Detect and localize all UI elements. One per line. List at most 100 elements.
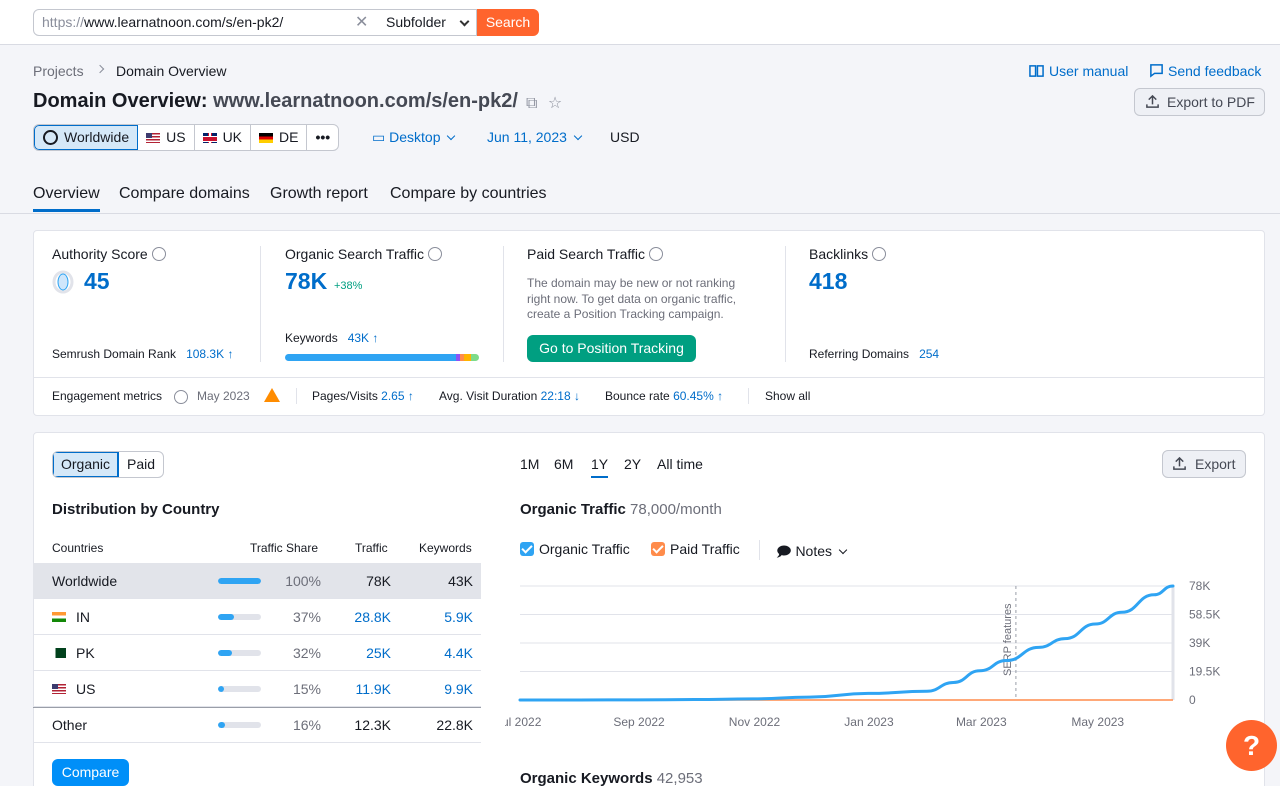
divider (296, 388, 297, 404)
close-icon[interactable]: ✕ (355, 14, 369, 31)
tab-compare-by-countries[interactable]: Compare by countries (390, 185, 547, 202)
traffic-cell[interactable]: 28.8K (354, 609, 391, 625)
upload-icon (1146, 94, 1159, 108)
device-dropdown[interactable]: ▭ Desktop (372, 129, 456, 146)
table-row[interactable]: IN 37% 28.8K 5.9K (33, 599, 481, 635)
traffic-cell[interactable]: 25K (366, 645, 391, 661)
paid-toggle-button[interactable]: Paid (127, 456, 156, 472)
traffic-share-pct: 100% (285, 573, 321, 589)
summary-card (33, 230, 1265, 416)
traffic-share-bar (218, 686, 261, 692)
notes-dropdown[interactable]: 🗩 Notes (776, 541, 848, 565)
paid-legend-label: Paid Traffic (670, 541, 740, 557)
bounce-rate: Bounce rate 60.45% ↑ (605, 389, 724, 403)
paid-traffic-label: Paid Search Traffic (527, 246, 664, 262)
db-uk-button[interactable]: UK (195, 125, 252, 150)
us-flag-icon (146, 132, 161, 143)
tab-compare-domains[interactable]: Compare domains (119, 185, 250, 202)
info-icon[interactable] (649, 247, 664, 261)
organic-traffic-checkbox[interactable] (520, 542, 534, 556)
country-cell: PK (52, 645, 95, 661)
paid-traffic-note: The domain may be new or not ranking rig… (527, 276, 737, 321)
organic-traffic-chart[interactable]: 0 19.5K 39K 58.5K 78K Jul 2022 Sep 2022 Nov 202… (505, 570, 1230, 735)
table-row[interactable]: PK 32% 25K 4.4K (33, 635, 481, 671)
send-feedback-link[interactable]: Send feedback (1168, 63, 1262, 79)
info-icon[interactable] (872, 247, 887, 261)
help-button[interactable]: ? (1226, 720, 1277, 771)
divider (785, 246, 786, 362)
y-tick-label: 78K (1189, 579, 1210, 593)
divider (759, 540, 760, 560)
page-title: Domain Overview: www.learnatnoon.com/s/e… (33, 90, 518, 112)
chevron-down-icon (447, 131, 456, 141)
authority-score-label: Authority Score (52, 246, 166, 262)
star-icon[interactable]: ☆ (547, 95, 563, 112)
traffic-share-bar (218, 614, 261, 620)
organic-toggle-button[interactable]: Organic (53, 452, 120, 477)
paid-traffic-checkbox[interactable] (651, 542, 665, 556)
currency-label: USD (610, 129, 640, 145)
period-2y[interactable]: 2Y (624, 456, 642, 472)
table-row[interactable]: Other 16% 12.3K 22.8K (33, 707, 481, 743)
period-6m[interactable]: 6M (554, 456, 574, 472)
breadcrumb-projects[interactable]: Projects (33, 63, 84, 79)
in-flag-icon (52, 612, 66, 622)
traffic-cell: 12.3K (354, 717, 391, 733)
book-icon (1029, 65, 1044, 77)
info-icon[interactable] (428, 247, 443, 261)
keywords-count: Keywords 43K ↑ (285, 331, 379, 345)
user-manual-link[interactable]: User manual (1049, 63, 1129, 79)
chevron-down-icon (459, 16, 470, 27)
info-icon[interactable] (174, 390, 188, 404)
traffic-share-bar (218, 650, 261, 656)
compare-button[interactable]: Compare (52, 759, 129, 786)
scope-select[interactable]: Subfolder (378, 9, 477, 36)
db-worldwide-button[interactable]: Worldwide (34, 125, 139, 150)
traffic-share-bar (218, 722, 261, 728)
authority-score-value: 45 (84, 268, 110, 294)
date-dropdown[interactable]: Jun 11, 2023 (487, 129, 583, 145)
keywords-cell[interactable]: 4.4K (444, 645, 473, 661)
db-de-button[interactable]: DE (251, 125, 308, 150)
country-cell: IN (52, 609, 90, 625)
organic-traffic-value[interactable]: 78K (285, 268, 328, 294)
export-button[interactable]: Export (1162, 450, 1246, 478)
traffic-share-pct: 16% (292, 717, 321, 733)
report-tabs: Overview Compare domains Growth report C… (0, 183, 1280, 214)
engagement-date: May 2023 (197, 389, 250, 403)
period-all-time[interactable]: All time (657, 456, 703, 472)
position-tracking-button[interactable]: Go to Position Tracking (527, 335, 696, 362)
x-tick-label: Jul 2022 (505, 715, 542, 729)
tab-overview[interactable]: Overview (33, 185, 100, 212)
show-all-link[interactable]: Show all (765, 389, 811, 403)
external-link-icon[interactable]: ⧉ (526, 95, 538, 112)
traffic-share-bar (218, 578, 261, 584)
backlinks-value[interactable]: 418 (809, 268, 848, 294)
pages-per-visit: Pages/Visits 2.65 ↑ (312, 389, 414, 403)
keywords-cell[interactable]: 9.9K (444, 681, 473, 697)
feedback-icon (1150, 64, 1163, 78)
traffic-cell: 78K (366, 573, 391, 589)
keywords-cell[interactable]: 5.9K (444, 609, 473, 625)
top-search-bar: https://www.learnatnoon.com/s/en-pk2/ ✕ … (0, 0, 1280, 45)
organic-traffic-line (518, 584, 1175, 702)
search-input[interactable]: https://www.learnatnoon.com/s/en-pk2/ (33, 9, 379, 36)
note-icon: 🗩 (776, 543, 792, 559)
table-row[interactable]: US 15% 11.9K 9.9K (33, 671, 481, 707)
export-pdf-button[interactable]: Export to PDF (1134, 88, 1265, 116)
annotation-label: SERP features (1002, 603, 1014, 676)
x-tick-label: Jan 2023 (844, 715, 894, 729)
traffic-cell[interactable]: 11.9K (355, 681, 391, 697)
tab-growth-report[interactable]: Growth report (270, 185, 368, 202)
search-button[interactable]: Search (477, 9, 539, 36)
db-us-button[interactable]: US (138, 125, 195, 150)
period-1y[interactable]: 1Y (591, 456, 609, 478)
more-databases-button[interactable]: ••• (315, 129, 331, 145)
period-1m[interactable]: 1M (520, 456, 540, 472)
x-tick-label: Sep 2022 (613, 715, 665, 729)
info-icon[interactable] (151, 247, 166, 261)
country-cell: Worldwide (52, 573, 118, 589)
traffic-share-pct: 32% (292, 645, 321, 661)
organic-legend-label: Organic Traffic (539, 541, 630, 557)
table-row[interactable]: Worldwide 100% 78K 43K (33, 563, 481, 599)
